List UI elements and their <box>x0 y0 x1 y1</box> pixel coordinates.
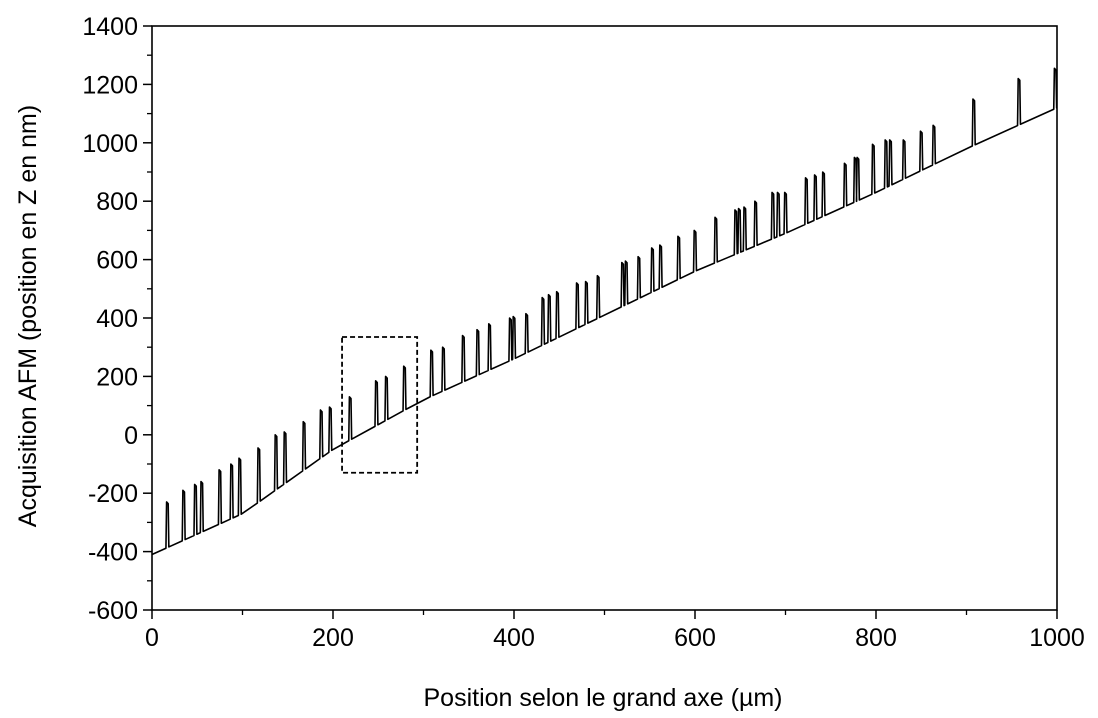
x-tick-label: 200 <box>312 624 354 652</box>
y-tick-label: 200 <box>96 363 138 391</box>
x-tick-label: 600 <box>674 624 716 652</box>
y-tick-label: 400 <box>96 305 138 333</box>
y-tick-label: -400 <box>88 539 138 567</box>
y-tick-label: 1000 <box>82 130 138 158</box>
x-tick-label: 800 <box>855 624 897 652</box>
y-tick-label: 1400 <box>82 13 138 41</box>
x-tick-label: 0 <box>145 624 159 652</box>
x-tick-label: 1000 <box>1029 624 1085 652</box>
y-axis-label: Acquisition AFM (position en Z en nm) <box>14 105 42 527</box>
dashed-zoom-box <box>341 336 419 474</box>
y-tick-label: -600 <box>88 597 138 625</box>
plot-frame <box>151 25 1058 611</box>
y-tick-label: 600 <box>96 247 138 275</box>
y-tick-label: 1200 <box>82 71 138 99</box>
afm-series-line <box>151 67 1058 556</box>
y-tick-label: 800 <box>96 188 138 216</box>
x-axis-label: Position selon le grand axe (µm) <box>423 684 782 712</box>
x-tick-label: 400 <box>493 624 535 652</box>
y-tick-label: -200 <box>88 480 138 508</box>
y-tick-label: 0 <box>124 422 138 450</box>
